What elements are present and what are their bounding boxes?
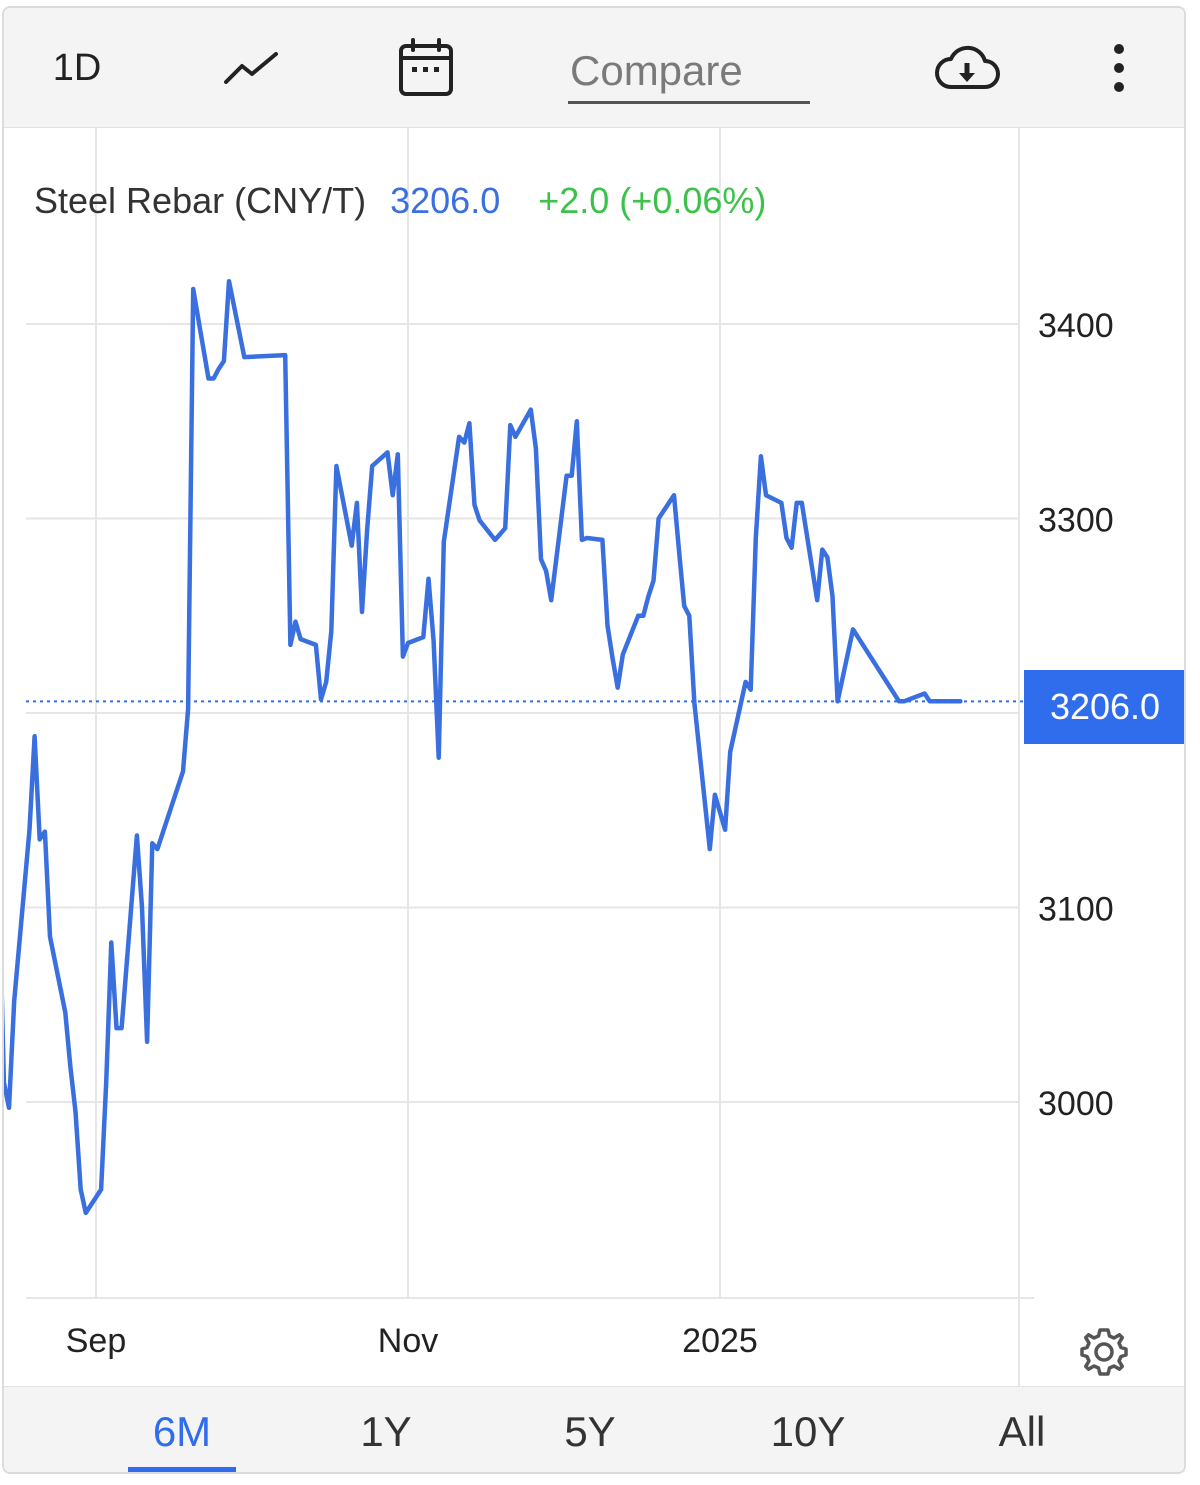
range-button-6m[interactable]: 6M bbox=[152, 1408, 212, 1455]
price-change: +2.0 (+0.06%) bbox=[538, 180, 767, 221]
y-tick-label: 3100 bbox=[1038, 891, 1114, 929]
series-line bbox=[4, 278, 963, 1216]
active-range-indicator bbox=[128, 1467, 236, 1472]
x-axis: Sep Nov 2025 bbox=[66, 1322, 758, 1360]
last-price-tag: 3206.0 bbox=[1024, 670, 1184, 744]
line-chart-icon[interactable] bbox=[212, 8, 292, 128]
current-price: 3206.0 bbox=[390, 180, 501, 221]
y-tick-label: 3000 bbox=[1038, 1085, 1114, 1123]
settings-gear-icon[interactable] bbox=[1078, 1326, 1130, 1378]
chart-widget: 1D Compare bbox=[2, 6, 1186, 1474]
y-tick-label: 3400 bbox=[1038, 307, 1114, 345]
cloud-download-icon[interactable] bbox=[922, 8, 1012, 128]
range-button-all[interactable]: All bbox=[998, 1408, 1046, 1455]
chart-title: Steel Rebar (CNY/T) bbox=[34, 180, 367, 221]
calendar-icon[interactable] bbox=[386, 8, 466, 128]
chart-toolbar: 1D Compare bbox=[4, 8, 1184, 128]
x-tick-label: 2025 bbox=[682, 1322, 758, 1360]
range-button-10y[interactable]: 10Y bbox=[770, 1408, 846, 1455]
compare-input[interactable]: Compare bbox=[568, 40, 810, 104]
range-button-1y[interactable]: 1Y bbox=[360, 1408, 412, 1455]
chart-grid bbox=[26, 128, 1034, 1386]
x-tick-label: Nov bbox=[378, 1322, 438, 1360]
interval-button[interactable]: 1D bbox=[52, 46, 102, 89]
price-series bbox=[4, 278, 963, 1216]
y-tick-label: 3300 bbox=[1038, 502, 1114, 540]
range-selector: 6M 1Y 5Y 10Y All bbox=[4, 1386, 1184, 1472]
more-vertical-icon[interactable] bbox=[1084, 8, 1154, 128]
chart-header: Steel Rebar (CNY/T) 3206.0 +2.0 (+0.06%) bbox=[34, 180, 778, 222]
range-button-5y[interactable]: 5Y bbox=[564, 1408, 616, 1455]
x-tick-label: Sep bbox=[66, 1322, 127, 1360]
